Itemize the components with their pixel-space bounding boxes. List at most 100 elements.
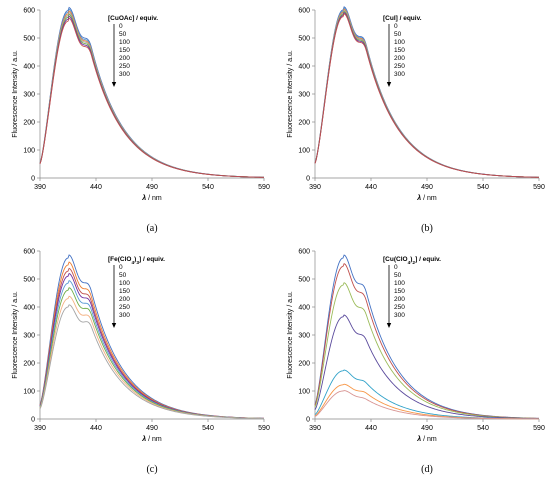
x-tick-label: 540 bbox=[202, 425, 214, 432]
y-tick-label: 600 bbox=[23, 7, 35, 14]
legend-item: 150 bbox=[119, 288, 130, 295]
y-tick-label: 0 bbox=[306, 416, 310, 423]
y-tick-label: 0 bbox=[31, 416, 35, 423]
series-line-1 bbox=[314, 262, 540, 419]
series-line-0 bbox=[39, 6, 265, 178]
panel-caption: (a) bbox=[146, 223, 157, 234]
x-tick-label: 390 bbox=[34, 184, 46, 191]
series-line-1 bbox=[39, 261, 265, 419]
panel-caption: (d) bbox=[421, 464, 433, 475]
x-tick-label: 490 bbox=[146, 425, 158, 432]
y-tick-label: 100 bbox=[298, 147, 310, 154]
series-line-4 bbox=[314, 10, 540, 178]
y-tick-label: 500 bbox=[298, 276, 310, 283]
legend-item: 0 bbox=[394, 23, 398, 30]
series-line-6 bbox=[314, 390, 540, 420]
series-line-0 bbox=[314, 6, 540, 178]
x-tick-label: 440 bbox=[90, 184, 102, 191]
series-line-2 bbox=[314, 8, 540, 178]
x-axis-label: λ / nm bbox=[141, 435, 162, 443]
chart-panel-a: 0 100 200 300 400 500 600 390 440 490 540 590 Fluore… bbox=[0, 0, 275, 241]
y-tick-label: 400 bbox=[298, 63, 310, 70]
legend-arrowhead bbox=[386, 82, 392, 87]
y-axis-label: Fluorescence Intensity / a.u. bbox=[287, 291, 294, 379]
legend-item: 200 bbox=[394, 55, 405, 62]
y-tick-label: 100 bbox=[23, 147, 35, 154]
legend-item: 50 bbox=[119, 31, 127, 38]
y-tick-label: 200 bbox=[298, 360, 310, 367]
x-tick-label: 440 bbox=[90, 425, 102, 432]
legend-item: 50 bbox=[394, 31, 402, 38]
x-tick-label: 490 bbox=[421, 184, 433, 191]
y-tick-label: 300 bbox=[298, 91, 310, 98]
x-tick-label: 390 bbox=[309, 425, 321, 432]
series-line-5 bbox=[314, 11, 540, 178]
legend-title: [Cu(ClO4)2] / equiv. bbox=[383, 256, 441, 266]
chart-panel-c: 0 100 200 300 400 500 600 390 440 490 540 590 Fluore… bbox=[0, 241, 275, 482]
series-line-4 bbox=[314, 369, 540, 420]
legend-title: [CuI] / equiv. bbox=[383, 15, 422, 22]
series-line-7 bbox=[39, 304, 265, 419]
x-axis-label: λ / nm bbox=[416, 435, 437, 443]
legend-item: 150 bbox=[394, 47, 405, 54]
y-tick-label: 0 bbox=[306, 175, 310, 182]
legend-arrowhead bbox=[111, 323, 117, 328]
legend-item: 100 bbox=[119, 280, 130, 287]
legend-item: 200 bbox=[119, 296, 130, 303]
legend-title: [CuOAc] / equiv. bbox=[108, 15, 158, 22]
legend-arrowhead bbox=[111, 82, 117, 87]
legend-item: 100 bbox=[394, 280, 405, 287]
legend-item: 150 bbox=[119, 47, 130, 54]
legend-item: 250 bbox=[394, 304, 405, 311]
y-tick-label: 500 bbox=[23, 276, 35, 283]
y-tick-label: 400 bbox=[23, 63, 35, 70]
x-tick-label: 390 bbox=[309, 184, 321, 191]
x-tick-label: 440 bbox=[365, 425, 377, 432]
panel-caption: (b) bbox=[421, 223, 433, 234]
legend-item: 0 bbox=[119, 264, 123, 271]
x-tick-label: 440 bbox=[365, 184, 377, 191]
legend-item: 200 bbox=[119, 55, 130, 62]
legend-item: 300 bbox=[119, 71, 130, 78]
x-tick-label: 590 bbox=[258, 425, 270, 432]
series-line-6 bbox=[314, 13, 540, 178]
x-tick-label: 490 bbox=[146, 184, 158, 191]
x-tick-label: 390 bbox=[34, 425, 46, 432]
y-tick-label: 400 bbox=[298, 304, 310, 311]
x-tick-label: 540 bbox=[202, 184, 214, 191]
y-axis-label: Fluorescence Intensity / a.u. bbox=[12, 291, 19, 379]
series-line-4 bbox=[39, 13, 265, 178]
x-tick-label: 590 bbox=[533, 184, 545, 191]
x-tick-label: 540 bbox=[477, 184, 489, 191]
y-tick-label: 500 bbox=[23, 35, 35, 42]
series-line-6 bbox=[39, 17, 265, 178]
y-tick-label: 100 bbox=[298, 388, 310, 395]
y-tick-label: 300 bbox=[23, 91, 35, 98]
series-line-1 bbox=[314, 7, 540, 178]
legend-item: 250 bbox=[394, 63, 405, 70]
legend-item: 300 bbox=[119, 312, 130, 319]
y-tick-label: 400 bbox=[23, 304, 35, 311]
x-tick-label: 540 bbox=[477, 425, 489, 432]
y-tick-label: 100 bbox=[23, 388, 35, 395]
legend-item: 0 bbox=[119, 23, 123, 30]
x-axis-label: λ / nm bbox=[416, 194, 437, 202]
y-axis-label: Fluorescence Intensity / a.u. bbox=[287, 50, 294, 138]
y-tick-label: 300 bbox=[23, 332, 35, 339]
series-line-2 bbox=[39, 267, 265, 419]
series-line-2 bbox=[39, 10, 265, 178]
legend-item: 300 bbox=[394, 312, 405, 319]
series-line-0 bbox=[314, 254, 540, 419]
legend-item: 200 bbox=[394, 296, 405, 303]
legend-item: 50 bbox=[119, 272, 127, 279]
y-tick-label: 200 bbox=[23, 119, 35, 126]
x-tick-label: 590 bbox=[258, 184, 270, 191]
legend-title: [Fe(ClO4)3] / equiv. bbox=[108, 256, 165, 266]
series-line-3 bbox=[39, 11, 265, 178]
y-tick-label: 600 bbox=[298, 7, 310, 14]
y-tick-label: 500 bbox=[298, 35, 310, 42]
legend-arrowhead bbox=[386, 323, 392, 328]
